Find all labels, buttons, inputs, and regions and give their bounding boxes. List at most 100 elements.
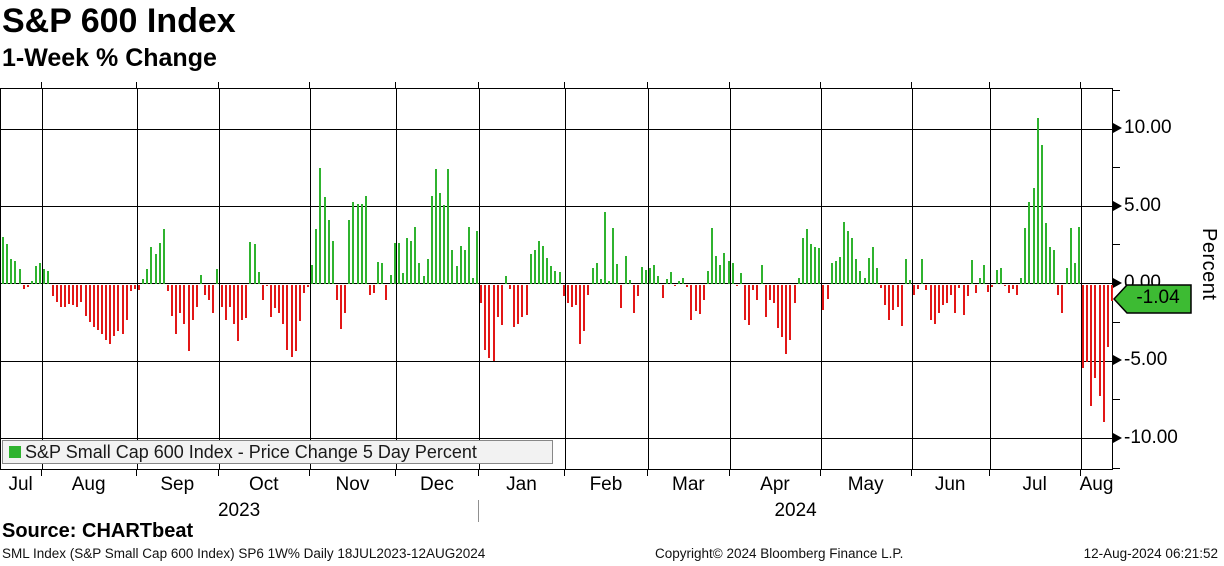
bar: [888, 284, 891, 320]
bar: [109, 284, 112, 345]
bar: [772, 284, 775, 304]
bar: [537, 241, 540, 284]
bar: [752, 284, 755, 291]
bar: [195, 284, 198, 307]
month-tick-icon: [40, 470, 42, 476]
bar: [533, 249, 536, 284]
bar: [224, 284, 227, 321]
bar: [554, 270, 557, 284]
bar: [72, 284, 75, 305]
bar: [154, 254, 157, 284]
bar: [294, 284, 297, 352]
bar: [105, 284, 108, 340]
bar: [55, 284, 58, 302]
y-major-tick-icon: [1113, 123, 1122, 134]
bar: [434, 169, 437, 284]
bar: [1090, 284, 1093, 407]
plot-area: S&P Small Cap 600 Index - Price Change 5…: [0, 88, 1113, 470]
bar: [1094, 284, 1097, 379]
bar: [47, 271, 50, 284]
month-gridline: [989, 89, 991, 469]
x-month-label: Aug: [71, 474, 106, 495]
bar: [789, 284, 792, 340]
bar: [900, 284, 903, 326]
bar: [970, 259, 973, 284]
bar: [96, 284, 99, 330]
month-tick-icon: [729, 82, 731, 88]
bar: [422, 276, 425, 284]
month-tick-icon: [646, 470, 648, 476]
bar: [690, 284, 693, 320]
bar: [583, 284, 586, 332]
x-month-label: Jul: [8, 474, 33, 495]
month-tick-icon: [988, 470, 990, 476]
bar: [632, 284, 635, 313]
bar: [6, 243, 9, 284]
badge-arrow-icon: [1113, 284, 1192, 314]
bar: [587, 284, 590, 295]
bar: [686, 284, 689, 288]
x-month-label: Nov: [335, 474, 370, 495]
bar: [241, 284, 244, 321]
bar: [389, 274, 392, 284]
bar: [1069, 228, 1072, 284]
y-major-tick-icon: [1113, 200, 1122, 211]
bar: [455, 266, 458, 284]
bar: [406, 238, 409, 284]
bar: [228, 284, 231, 307]
bar: [1044, 222, 1047, 284]
bar: [1082, 284, 1085, 369]
bar: [274, 284, 277, 309]
month-tick-icon: [564, 470, 566, 476]
bar: [463, 249, 466, 284]
bar: [851, 238, 854, 284]
bar: [904, 259, 907, 284]
bar: [237, 284, 240, 342]
bar: [1110, 284, 1113, 301]
bar: [393, 242, 396, 284]
month-tick-icon: [395, 470, 397, 476]
bar: [678, 280, 681, 284]
bar: [999, 268, 1002, 284]
month-gridline: [218, 89, 220, 469]
bar: [818, 247, 821, 284]
bar: [1053, 249, 1056, 284]
bar: [925, 284, 928, 291]
bar: [517, 284, 520, 324]
month-tick-icon: [819, 470, 821, 476]
bar: [1106, 284, 1109, 348]
bar: [43, 269, 46, 284]
y-minor-tick-icon: [1113, 166, 1120, 168]
bar: [113, 284, 116, 336]
bar: [484, 284, 487, 350]
bar: [748, 284, 751, 326]
bar: [253, 244, 256, 284]
bar: [620, 284, 623, 309]
last-value-label: -1.04: [1136, 286, 1180, 308]
bar: [1036, 118, 1039, 284]
bar: [84, 284, 87, 316]
bar: [22, 284, 25, 290]
bar: [319, 167, 322, 284]
bar: [950, 284, 953, 295]
bar: [628, 280, 631, 284]
bar: [278, 284, 281, 314]
month-gridline: [730, 89, 732, 469]
h-gridline: [1, 128, 1112, 130]
x-month-label: Apr: [760, 474, 790, 495]
bar: [298, 284, 301, 322]
bar: [1032, 187, 1035, 284]
y-minor-tick-icon: [1113, 398, 1120, 400]
month-gridline: [396, 89, 398, 469]
bar: [855, 259, 858, 284]
bar: [356, 204, 359, 284]
bar: [546, 257, 549, 284]
bar: [913, 284, 916, 295]
h-gridline: [1, 438, 1112, 440]
bar: [125, 284, 128, 320]
bar: [1057, 284, 1060, 295]
bar: [744, 284, 747, 320]
month-tick-icon: [217, 82, 219, 88]
bar: [418, 262, 421, 284]
bar: [777, 284, 780, 329]
